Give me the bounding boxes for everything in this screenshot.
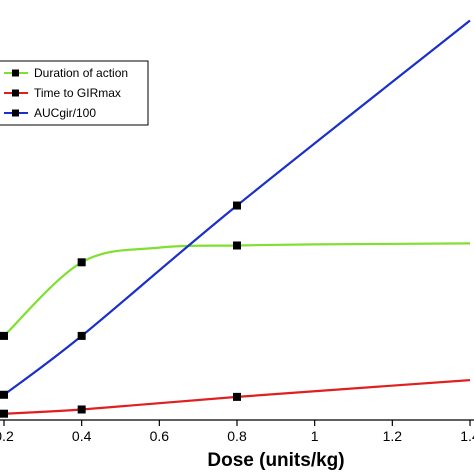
- data-point-duration-of-action: [0, 331, 8, 340]
- x-tick-label: 0.2: [0, 428, 14, 444]
- plot-area: [0, 19, 471, 418]
- x-tick-label: 0.8: [227, 428, 247, 444]
- legend-label-aucgir-100: AUCgir/100: [34, 106, 96, 120]
- series-line-time-to-girmax: [3, 379, 471, 415]
- legend-label-time-to-girmax: Time to GIRmax: [34, 86, 121, 100]
- data-point-aucgir-100: [77, 331, 86, 340]
- legend-marker-time-to-girmax: [12, 89, 19, 97]
- data-point-time-to-girmax: [233, 392, 241, 401]
- series-line-aucgir-100: [3, 19, 471, 396]
- legend-marker-aucgir-100: [12, 109, 19, 117]
- x-tick-label: 0.4: [72, 428, 92, 444]
- x-axis: 0.2 0.4 0.6 0.8 1 1.2 1.4: [0, 419, 474, 444]
- data-point-time-to-girmax: [0, 409, 8, 418]
- x-tick-label: 0.6: [150, 428, 170, 444]
- legend: Duration of action Time to GIRmax AUCgir/1…: [0, 60, 149, 126]
- data-point-time-to-girmax: [77, 405, 86, 414]
- data-point-duration-of-action: [77, 258, 86, 267]
- x-axis-title: Dose (units/kg): [207, 450, 344, 471]
- x-tick-label: 1.2: [383, 428, 403, 444]
- series-line-duration-of-action: [3, 242, 471, 337]
- data-point-aucgir-100: [233, 201, 241, 210]
- legend-marker-duration-of-action: [12, 69, 19, 77]
- data-point-aucgir-100: [0, 390, 8, 399]
- legend-label-duration-of-action: Duration of action: [34, 66, 128, 80]
- x-tick-label: 1: [311, 428, 319, 444]
- x-tick-label: 1.4: [460, 428, 474, 444]
- data-point-duration-of-action: [233, 241, 241, 250]
